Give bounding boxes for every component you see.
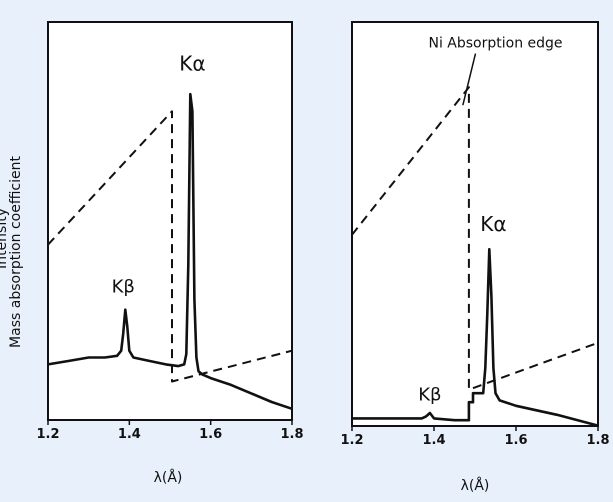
left-x-tick-label: 1.4 [118, 427, 141, 442]
left-series-absorption-dashed-line [47, 110, 293, 383]
left-k-alpha-label: Kα [179, 51, 205, 75]
left-k-beta-label: Kβ [112, 277, 135, 298]
right-x-tick-label: 1.6 [504, 433, 527, 448]
right-panel: 1.2 1.4 1.6 1.8 Ni Absorption edge Kα Kβ λ(Å) [340, 21, 610, 494]
right-series-absorption-dashed-line [351, 86, 599, 391]
left-series-intensity-solid-line [47, 92, 293, 411]
left-y-axis-label-secondary: Intensity [0, 208, 10, 269]
right-x-axis-label: λ(Å) [461, 477, 490, 494]
right-x-tick-label: 1.2 [340, 433, 363, 448]
right-series-intensity-solid-line [352, 247, 599, 427]
right-edge-pointer-line [462, 53, 477, 106]
right-plot-frame [351, 21, 599, 427]
right-k-alpha-label: Kα [480, 212, 506, 236]
right-k-beta-label: Kβ [418, 384, 441, 405]
left-x-axis-label: λ(Å) [154, 469, 183, 486]
right-absorption-edge-label: Ni Absorption edge [428, 36, 562, 52]
left-panel: 1.2 1.4 1.6 1.8 Kα Kβ Mass absorption coeffic… [0, 21, 304, 486]
left-x-tick-label: 1.6 [199, 427, 222, 442]
right-x-tick-label: 1.8 [586, 433, 609, 448]
left-plot-frame [47, 21, 293, 421]
right-x-tick-label: 1.4 [422, 433, 445, 448]
left-y-axis-label: Mass absorption coefficient [8, 156, 24, 348]
left-x-tick-label: 1.8 [280, 427, 303, 442]
left-x-tick-label: 1.2 [36, 427, 59, 442]
